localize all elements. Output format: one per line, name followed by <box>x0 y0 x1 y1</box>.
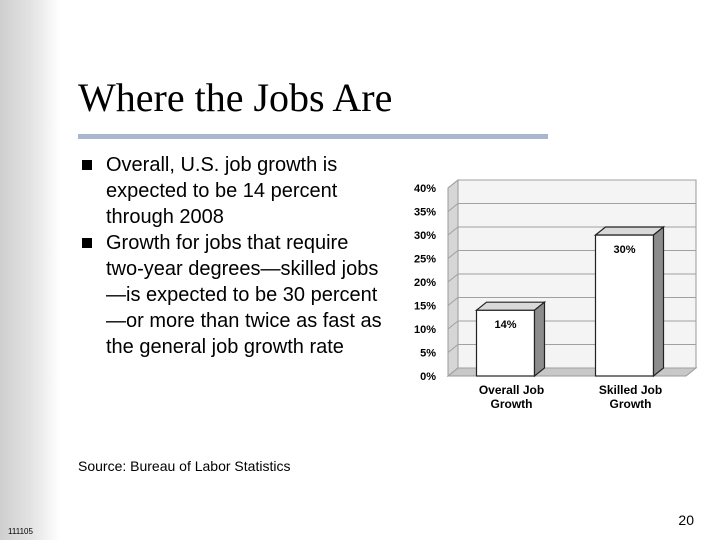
job-growth-chart: 0% 5% 10% 15% 20% 25% 30% 35% 40% 14% 30% Overall… <box>414 178 698 411</box>
bullet-text: Growth for jobs that require two-year de… <box>106 232 382 358</box>
y-tick-label: 5% <box>420 348 436 360</box>
y-tick-label: 25% <box>414 254 436 266</box>
bullet-item: Overall, U.S. job growth is expected to … <box>82 152 382 230</box>
bar-group: 30% <box>593 225 666 378</box>
bar-group: 14% <box>474 300 547 378</box>
y-tick-label: 40% <box>414 183 436 195</box>
y-tick-label: 0% <box>420 371 436 383</box>
x-category-label: Growth <box>610 397 652 411</box>
bar-side <box>533 300 546 378</box>
chart-bars: 14% 30% <box>474 225 666 378</box>
bullet-list: Overall, U.S. job growth is expected to … <box>82 152 382 360</box>
bar-top <box>593 226 666 236</box>
title-underline <box>78 134 548 139</box>
y-tick-label: 20% <box>414 277 436 289</box>
y-tick-label: 30% <box>414 230 436 242</box>
bar <box>594 234 655 377</box>
gridline <box>447 179 696 189</box>
bar-value-label: 14% <box>494 319 516 331</box>
y-tick-label: 15% <box>414 301 436 313</box>
y-tick-label: 35% <box>414 207 436 219</box>
left-gradient-band <box>0 0 60 540</box>
x-category-label: Growth <box>491 397 533 411</box>
page-number: 20 <box>678 512 694 528</box>
source-note: Source: Bureau of Labor Statistics <box>78 458 291 474</box>
y-tick-label: 10% <box>414 324 436 336</box>
bullet-square-icon <box>82 238 92 248</box>
bar <box>475 309 536 377</box>
bar-side <box>652 225 665 378</box>
x-category-label: Overall Job <box>479 383 544 397</box>
footer-code: 111105 <box>8 527 33 536</box>
x-category-label: Skilled Job <box>599 383 662 397</box>
bullet-square-icon <box>82 160 92 170</box>
y-axis: 0% 5% 10% 15% 20% 25% 30% 35% 40% <box>414 183 436 383</box>
bullet-item: Growth for jobs that require two-year de… <box>82 230 382 360</box>
bar-top <box>474 301 547 311</box>
bullet-text: Overall, U.S. job growth is expected to … <box>106 154 338 228</box>
bar-value-label: 30% <box>613 244 635 256</box>
gridline <box>447 203 696 212</box>
slide-title: Where the Jobs Are <box>78 75 393 120</box>
